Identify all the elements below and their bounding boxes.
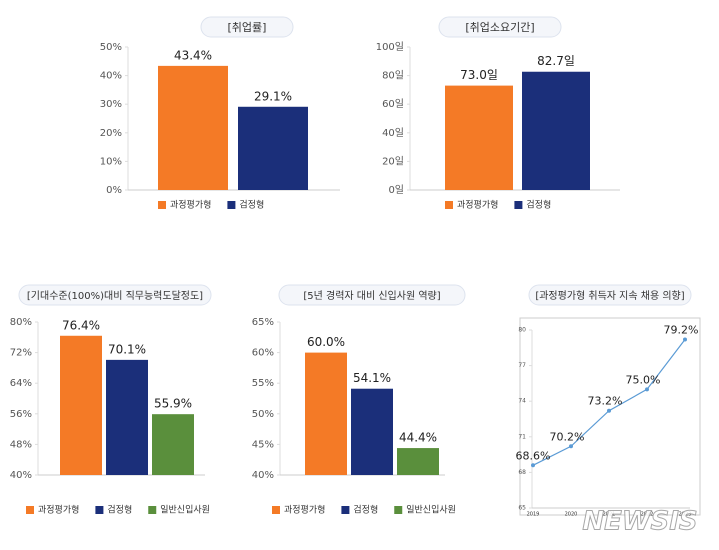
title-pill [438,16,562,38]
bar [445,85,513,190]
legend-label: 과정평가형 [457,200,498,211]
bar [152,414,194,475]
y-tick-label: 40일 [382,127,404,139]
x-tick-label: 2019 [527,512,540,518]
y-tick-label: 71 [518,433,526,440]
legend-label: 과정평가형 [284,505,325,516]
point [607,408,611,413]
y-tick-label: 100일 [376,41,404,53]
y-tick-label: 65% [252,317,274,328]
y-tick-label: 10% [100,156,122,167]
bar [238,106,308,190]
y-tick-label: 50% [100,42,122,53]
point [645,387,649,392]
x-tick-label: 2023 [679,512,692,518]
data-label: 68.6% [516,449,551,462]
chart-title: [기대수준(100%)대비 직무능력도달정도] [27,290,203,302]
data-label: 55.9% [154,397,192,411]
y-tick-label: 55% [252,378,274,389]
y-tick-label: 72% [10,348,32,359]
y-tick-label: 80 [518,327,526,334]
bar [60,335,102,475]
y-tick-label: 48% [10,439,32,450]
title-pill [200,16,294,38]
data-label: 70.2% [550,430,585,443]
point [569,444,573,449]
y-tick-label: 30% [100,99,122,110]
y-tick-label: 80% [10,317,32,328]
chart-title: [취업률] [228,21,267,34]
legend-label: 검정형 [239,199,264,211]
legend-label: 검정형 [526,199,551,211]
data-label: 54.1% [353,371,391,385]
data-label: 76.4% [62,318,100,332]
legend-swatch [394,506,403,514]
legend-label: 일반신입사원 [160,504,210,516]
y-tick-label: 0% [106,185,122,196]
title-pill [528,284,692,306]
point [531,463,535,468]
y-tick-label: 40% [10,470,32,481]
legend-swatch [341,506,350,514]
legend-label: 과정평가형 [38,505,79,516]
watermark: NEWSIS [582,507,697,537]
data-label: 70.1% [108,342,146,356]
bar [397,448,439,475]
y-tick-label: 60% [252,348,274,359]
title-pill [278,284,466,306]
x-tick-label: 2021 [603,512,616,518]
data-label: 79.2% [664,323,699,336]
y-tick-label: 60일 [382,98,404,110]
y-tick-label: 74 [518,398,526,405]
legend-swatch [148,506,157,514]
y-tick-label: 45% [252,439,274,450]
data-label: 60.0% [307,335,345,349]
legend-swatch [158,201,166,209]
data-label: 44.4% [399,431,437,445]
y-tick-label: 68 [518,469,526,476]
legend-label: 과정평가형 [170,200,211,211]
legend-label: 검정형 [107,504,132,516]
bar [305,352,347,475]
y-tick-label: 40% [100,71,122,82]
y-tick-label: 64% [10,378,32,389]
bar [158,65,228,190]
y-tick-label: 40% [252,470,274,481]
chart-title: [과정평가형 취득자 지속 채용 의향] [535,290,684,302]
legend-label: 검정형 [353,504,378,516]
x-tick-label: 2020 [565,512,578,518]
y-tick-label: 20% [100,128,122,139]
legend-label: 일반신입사원 [406,504,456,516]
y-tick-label: 20일 [382,155,404,167]
data-label: 29.1% [254,89,292,103]
chart-title: [5년 경력자 대비 신입사원 역량] [303,289,440,302]
data-label: 73.2% [588,395,623,408]
data-label: 43.4% [174,48,212,62]
data-label: 82.7일 [537,54,575,68]
legend-swatch [514,201,523,209]
y-tick-label: 65 [518,505,526,512]
data-label: 75.0% [626,373,661,386]
bar [522,71,590,190]
legend-swatch [272,506,280,514]
y-tick-label: 56% [10,409,32,420]
y-tick-label: 0일 [388,184,404,196]
y-tick-label: 50% [252,409,274,420]
bar [351,388,393,475]
line-chart-frame [519,317,701,516]
data-label: 73.0일 [460,68,498,82]
x-tick-label: 2022 [641,512,654,518]
legend-swatch [227,201,236,209]
legend-swatch [95,506,104,514]
point [683,337,687,342]
legend-swatch [445,201,453,209]
y-tick-label: 80일 [382,70,404,82]
chart-title: [취업소요기간] [465,21,534,34]
legend-swatch [26,506,34,514]
y-tick-label: 77 [518,362,526,369]
title-pill [18,284,212,306]
bar [106,359,148,475]
